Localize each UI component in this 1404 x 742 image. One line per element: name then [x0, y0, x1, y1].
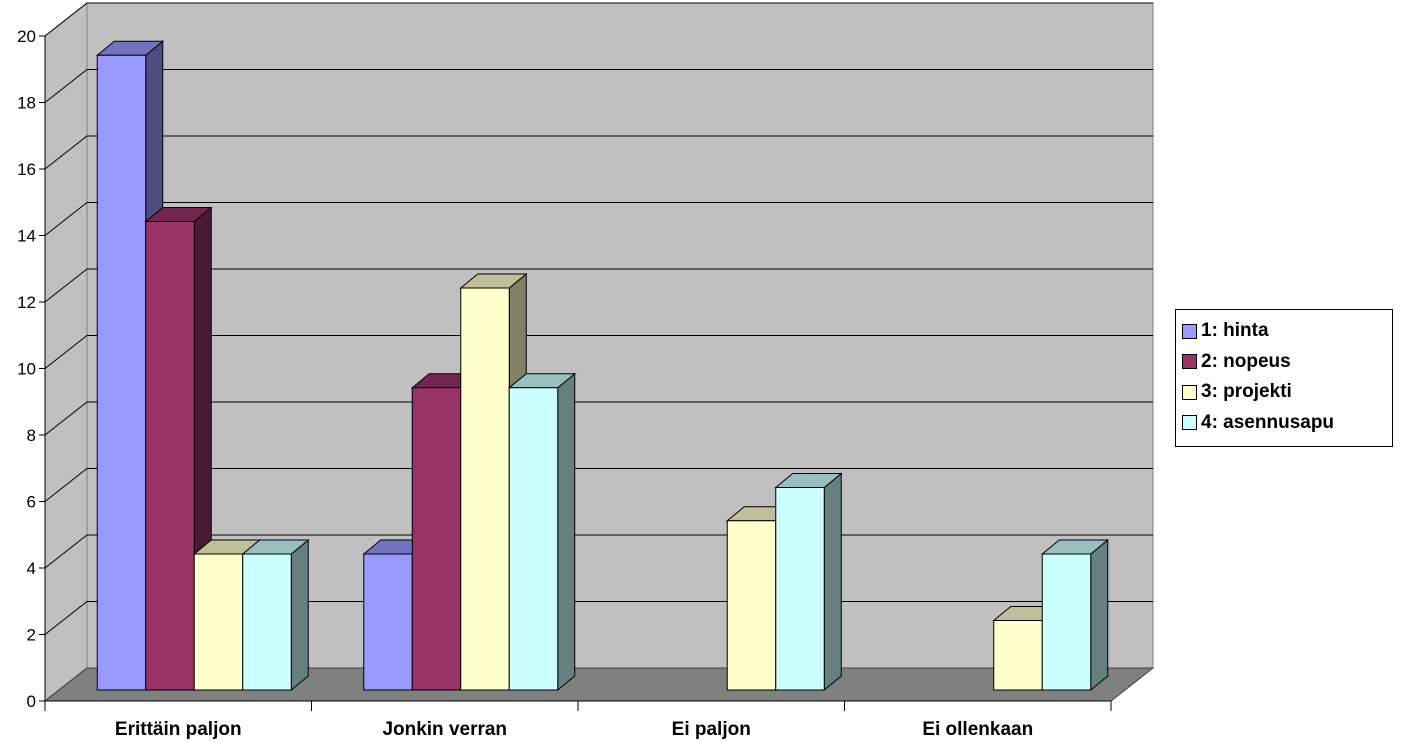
y-tick-label: 18	[17, 94, 36, 113]
bar-front	[242, 553, 292, 691]
bar-side	[823, 472, 842, 692]
bar-front	[193, 553, 244, 691]
legend-item-nopeus: 2: nopeus	[1182, 347, 1392, 378]
y-tick-label: 6	[27, 493, 36, 512]
y-tick-label: 16	[17, 160, 36, 179]
legend-swatch	[1182, 384, 1197, 400]
legend-item-hinta: 1: hinta	[1182, 316, 1392, 347]
legend-swatch	[1182, 354, 1197, 370]
gridline	[44, 2, 1153, 37]
bar-front	[1041, 553, 1092, 691]
legend-label: 4: asennusapu	[1201, 411, 1335, 433]
gridline	[44, 268, 1153, 303]
bar	[241, 538, 310, 692]
bar-side	[290, 538, 309, 692]
legend-label: 3: projekti	[1201, 381, 1292, 403]
x-tick-label: Erittäin paljon	[115, 719, 242, 740]
bar-side	[1090, 538, 1109, 692]
gridline	[44, 401, 1153, 436]
bar-side	[557, 372, 576, 692]
x-tick-label: Jonkin verran	[382, 719, 507, 740]
y-tick-labels: 0 2 4 6 8 10 12 14 16 18 20	[17, 27, 45, 711]
y-tick-label: 0	[27, 692, 36, 711]
legend-item-asennusapu: 4: asennusapu	[1182, 408, 1392, 439]
bar	[507, 372, 577, 692]
legend-label: 2: nopeus	[1201, 350, 1291, 372]
x-tick-label: Ei ollenkaan	[922, 719, 1033, 740]
gridline	[44, 202, 1153, 236]
y-tick-label: 12	[17, 293, 36, 312]
bar-front	[363, 553, 413, 691]
y-tick-label: 10	[17, 360, 36, 379]
y-tick-label: 20	[17, 27, 36, 46]
bar-front	[96, 54, 147, 691]
gridline	[44, 468, 1153, 502]
bar-front	[508, 387, 559, 691]
x-tick-labels: Erittäin paljon Jonkin verran Ei paljon Ei …	[44, 701, 1112, 740]
legend: 1: hinta 2: nopeus 3: projekti 4: asennu…	[1175, 309, 1393, 447]
bar	[1040, 538, 1110, 692]
legend-item-projekti: 3: projekti	[1182, 377, 1392, 408]
bar-front	[145, 221, 195, 691]
y-tick-label: 2	[27, 626, 36, 645]
bar	[774, 472, 843, 692]
gridline	[44, 335, 1153, 369]
legend-swatch	[1182, 415, 1197, 431]
x-tick-label: Ei paljon	[672, 719, 751, 740]
y-tick-label: 14	[17, 227, 36, 246]
bars	[95, 40, 1110, 692]
legend-swatch	[1182, 323, 1197, 339]
bar-front	[460, 287, 510, 691]
y-tick-label: 8	[27, 426, 36, 445]
bar-front	[775, 487, 825, 691]
gridline	[44, 135, 1153, 170]
bar-front	[726, 520, 777, 691]
gridline	[44, 69, 1153, 103]
bar-front	[411, 387, 462, 691]
y-tick-label: 4	[27, 559, 36, 578]
legend-label: 1: hinta	[1201, 320, 1269, 342]
bar-front	[993, 620, 1043, 691]
